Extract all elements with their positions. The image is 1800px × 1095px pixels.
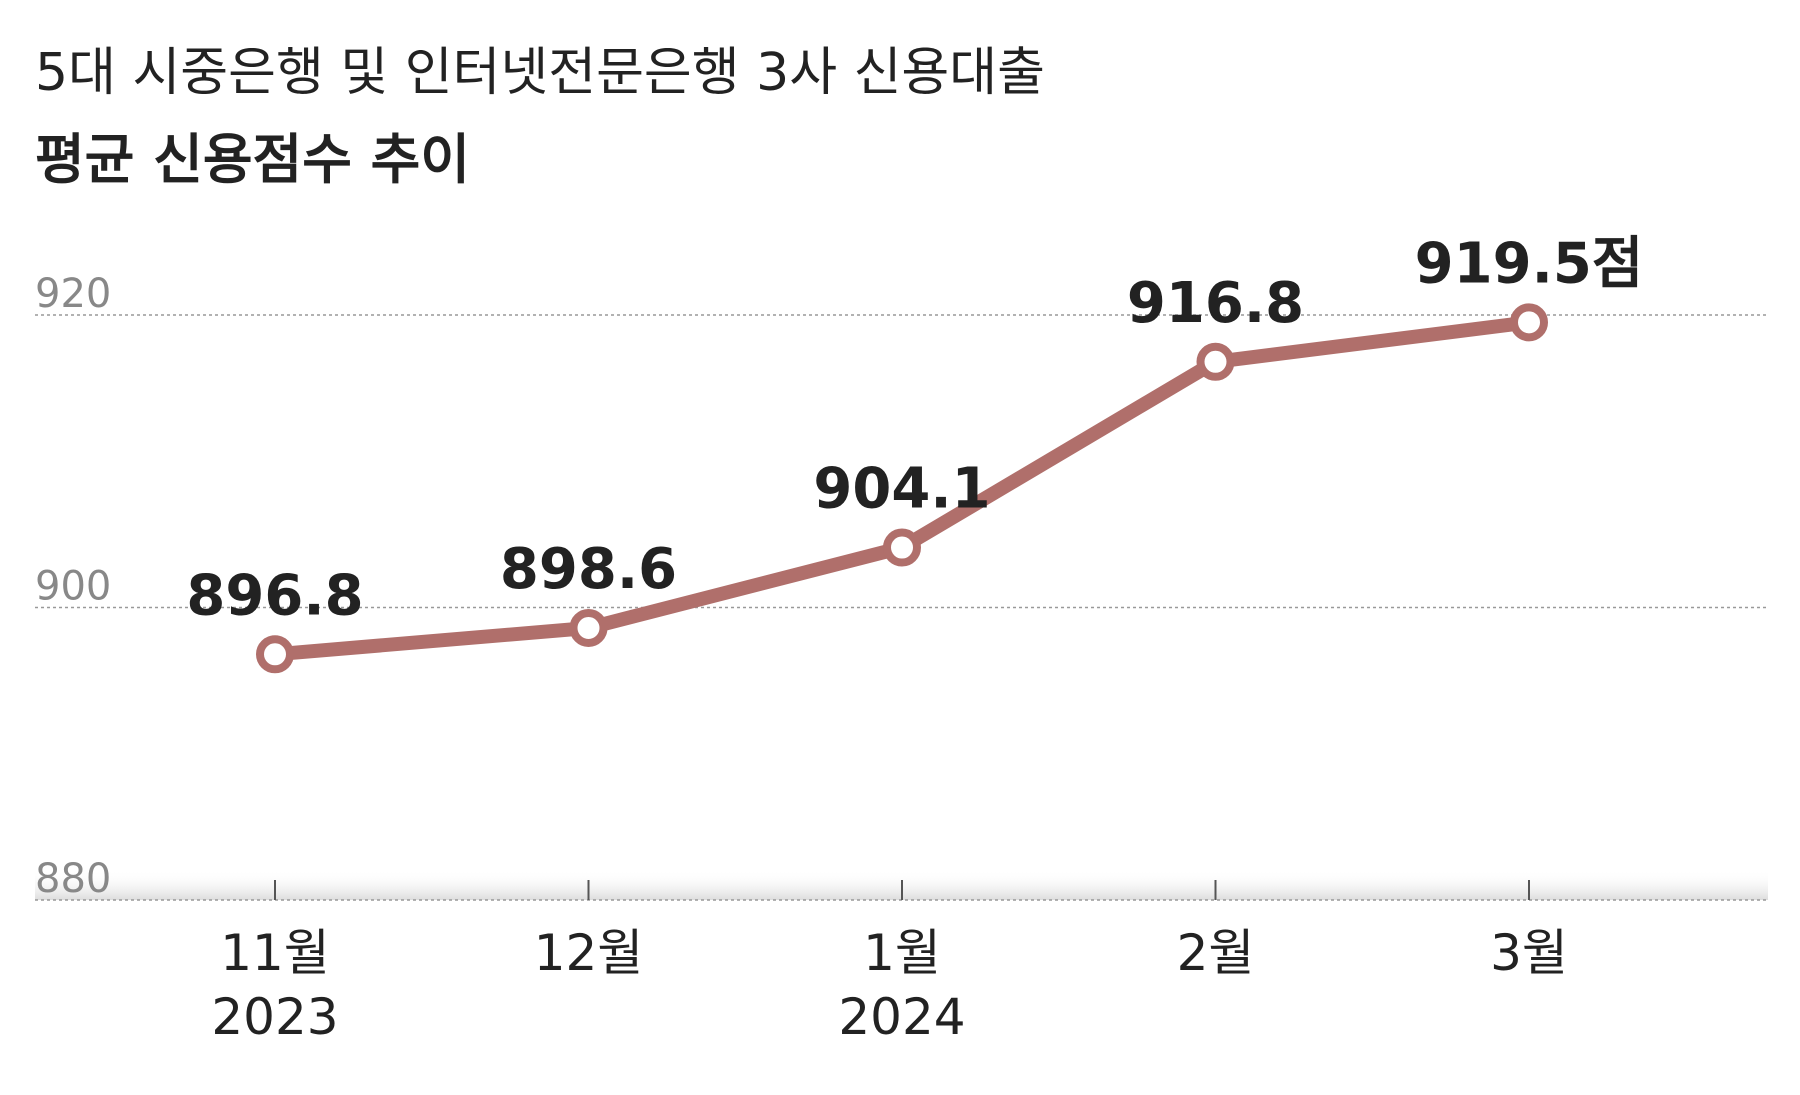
x-tick-label: 2월 (1177, 924, 1255, 982)
chart-title: 5대 시중은행 및 인터넷전문은행 3사 신용대출 (35, 43, 1045, 103)
x-tick-label: 3월 (1490, 924, 1568, 982)
chart-subtitle: 평균 신용점수 추이 (35, 128, 470, 191)
value-label: 916.8 (1127, 271, 1304, 336)
x-tick-label: 1월 (863, 924, 941, 982)
x-tick-label: 12월 (534, 924, 644, 982)
point (569, 608, 608, 647)
y-tick-label: 900 (35, 564, 111, 610)
value-label: 896.8 (186, 563, 363, 628)
value-label: 898.6 (500, 537, 677, 602)
x-year-label: 2024 (838, 988, 965, 1046)
y-tick-label: 880 (35, 856, 111, 902)
point (1196, 342, 1235, 381)
y-tick-label: 920 (35, 271, 111, 317)
x-year-label: 2023 (211, 988, 338, 1046)
x-tick-label: 11월 (220, 924, 330, 982)
point (883, 528, 921, 567)
value-label: 919.5점 (1415, 231, 1644, 296)
point (256, 635, 294, 674)
value-label: 904.1 (813, 457, 990, 522)
point (1510, 303, 1548, 342)
